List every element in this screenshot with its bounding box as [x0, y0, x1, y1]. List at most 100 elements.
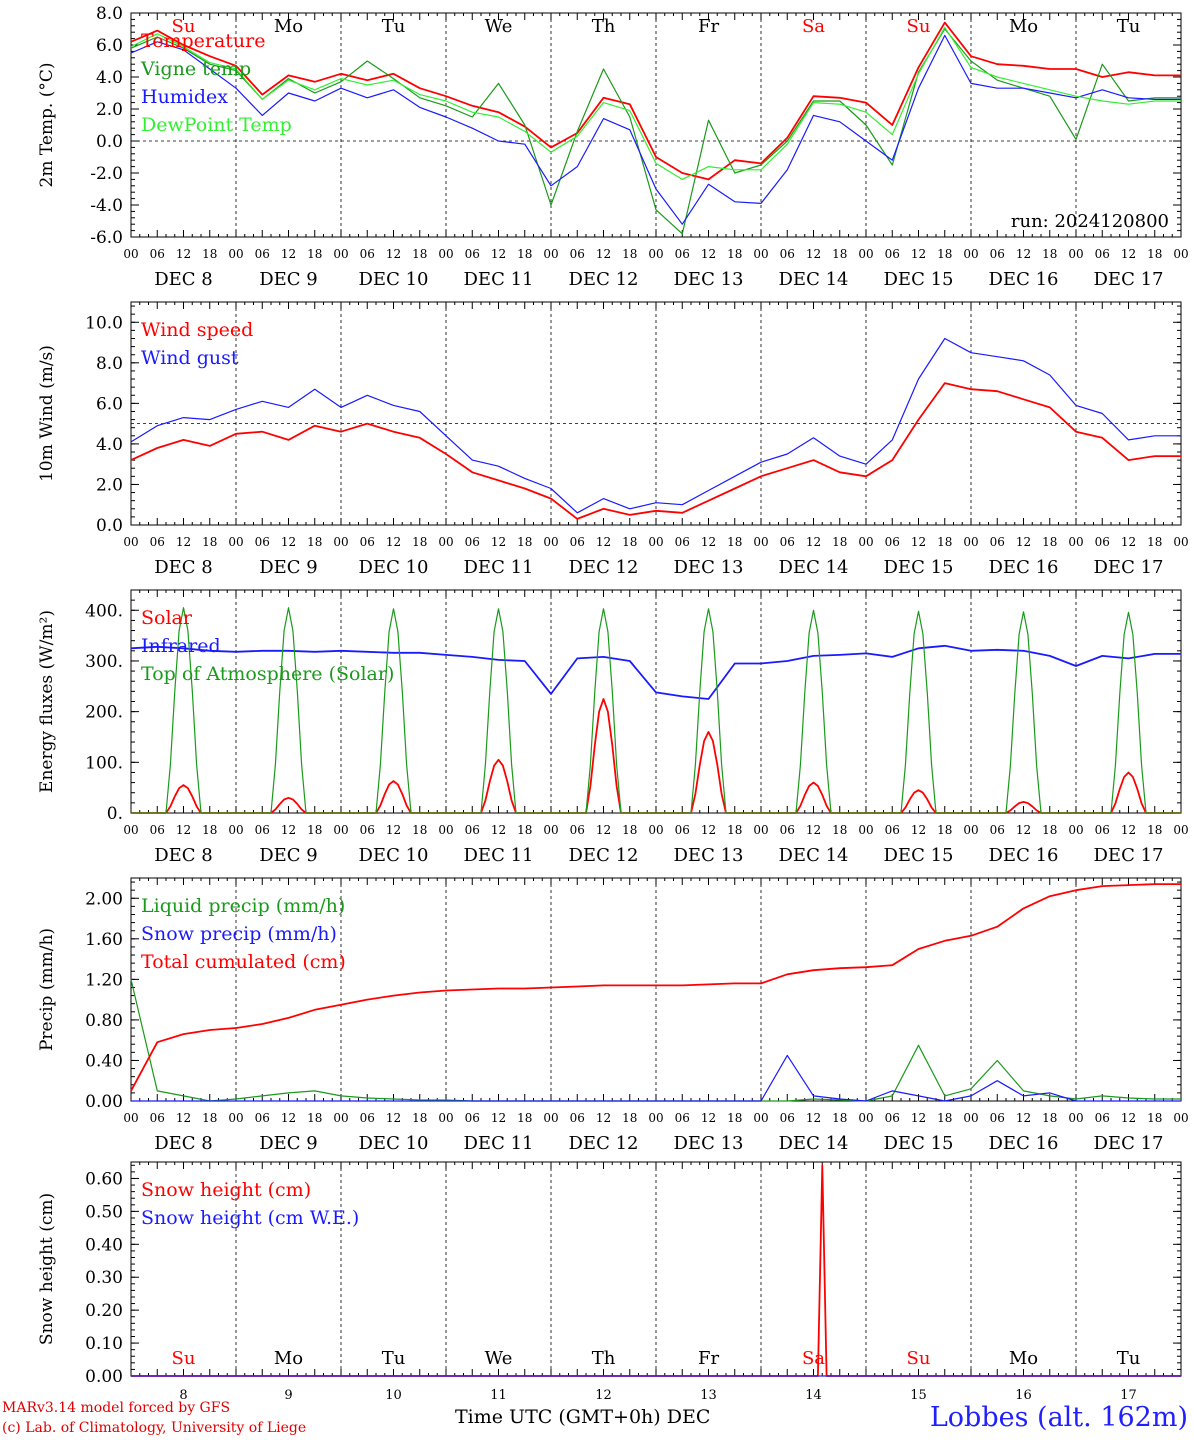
- date-label: DEC 14: [779, 269, 849, 290]
- hour-tick-label: 00: [753, 823, 768, 837]
- hour-tick-label: 00: [228, 1111, 243, 1125]
- y-tick-label: 2.0: [96, 100, 123, 120]
- weekday-label: We: [485, 16, 513, 37]
- weekday-label: Th: [592, 1348, 616, 1369]
- hour-tick-label: 06: [675, 247, 690, 261]
- hour-tick-label: 12: [281, 823, 296, 837]
- date-label: DEC 16: [989, 845, 1059, 866]
- hour-tick-label: 18: [412, 823, 427, 837]
- hour-tick-label: 18: [727, 1111, 742, 1125]
- y-tick-label: 6.0: [96, 394, 123, 414]
- legend-entry: Top of Atmosphere (Solar): [141, 663, 394, 685]
- hour-tick-label: 06: [780, 1111, 795, 1125]
- hour-tick-label: 00: [963, 535, 978, 549]
- panel-1: [130, 12, 1182, 238]
- hour-tick-label: 00: [543, 535, 558, 549]
- hour-tick-label: 00: [228, 247, 243, 261]
- hour-tick-label: 18: [937, 247, 952, 261]
- hour-tick-label: 06: [990, 535, 1005, 549]
- hour-tick-label: 18: [1042, 1111, 1057, 1125]
- hour-tick-label: 06: [465, 823, 480, 837]
- weekday-label: Su: [907, 1348, 931, 1369]
- hour-tick-label: 00: [1173, 1111, 1188, 1125]
- date-label: DEC 10: [359, 1133, 429, 1154]
- hour-tick-label: 00: [123, 1111, 138, 1125]
- legend-entry: DewPoint Temp: [141, 114, 292, 136]
- y-tick-label: 0.50: [85, 1202, 123, 1222]
- panel-5: [130, 1161, 1182, 1377]
- date-label: DEC 15: [884, 845, 954, 866]
- date-label: DEC 10: [359, 557, 429, 578]
- weekday-label: Mo: [1009, 1348, 1038, 1369]
- date-label: DEC 12: [569, 269, 639, 290]
- hour-tick-label: 12: [911, 535, 926, 549]
- hour-tick-label: 06: [360, 1111, 375, 1125]
- hour-tick-label: 18: [937, 823, 952, 837]
- hour-tick-label: 12: [1121, 535, 1136, 549]
- hour-tick-label: 06: [675, 823, 690, 837]
- hour-tick-label: 06: [780, 247, 795, 261]
- hour-tick-label: 18: [622, 535, 637, 549]
- hour-tick-label: 00: [963, 247, 978, 261]
- y-tick-label: -4.0: [90, 196, 123, 216]
- hour-tick-label: 12: [176, 1111, 191, 1125]
- hour-tick-label: 12: [386, 1111, 401, 1125]
- hour-tick-label: 18: [1042, 247, 1057, 261]
- hour-tick-label: 00: [648, 247, 663, 261]
- hour-tick-label: 06: [150, 535, 165, 549]
- series-line-blue: [130, 337, 1181, 514]
- hour-tick-label: 00: [648, 823, 663, 837]
- hour-tick-label: 18: [727, 535, 742, 549]
- date-label: DEC 15: [884, 269, 954, 290]
- hour-tick-label: 00: [753, 247, 768, 261]
- legend-entry: Temperature: [141, 30, 265, 52]
- y-axis-label: 2m Temp. (°C): [37, 62, 57, 187]
- hour-tick-label: 00: [648, 1111, 663, 1125]
- weekday-label: Tu: [382, 1348, 406, 1369]
- hour-tick-label: 00: [438, 535, 453, 549]
- hour-tick-label: 18: [1147, 247, 1162, 261]
- date-number: 15: [910, 1388, 927, 1403]
- hour-tick-label: 12: [1016, 247, 1031, 261]
- hour-tick-label: 12: [1016, 823, 1031, 837]
- hour-tick-label: 12: [386, 535, 401, 549]
- hour-tick-label: 00: [1068, 823, 1083, 837]
- date-number: 9: [284, 1388, 292, 1403]
- hour-tick-label: 06: [990, 1111, 1005, 1125]
- series-line-red: [130, 382, 1181, 520]
- date-label: DEC 9: [259, 269, 318, 290]
- hour-tick-label: 00: [438, 247, 453, 261]
- hour-tick-label: 06: [150, 1111, 165, 1125]
- hour-tick-label: 06: [255, 535, 270, 549]
- hour-tick-label: 00: [858, 823, 873, 837]
- hour-tick-label: 12: [1016, 1111, 1031, 1125]
- date-label: DEC 10: [359, 269, 429, 290]
- y-tick-label: 100.: [85, 753, 123, 773]
- hour-tick-label: 12: [176, 823, 191, 837]
- series-line-red: [130, 883, 1181, 1092]
- hour-tick-label: 00: [333, 1111, 348, 1125]
- hour-tick-label: 06: [150, 823, 165, 837]
- hour-tick-label: 12: [1121, 823, 1136, 837]
- hour-tick-label: 06: [780, 535, 795, 549]
- y-axis-label: Snow height (cm): [37, 1193, 57, 1345]
- hour-tick-label: 06: [1095, 1111, 1110, 1125]
- date-label: DEC 12: [569, 1133, 639, 1154]
- y-tick-label: 1.20: [85, 970, 123, 990]
- hour-tick-label: 06: [465, 535, 480, 549]
- y-tick-label: 8.0: [96, 354, 123, 374]
- hour-tick-label: 06: [465, 1111, 480, 1125]
- hour-tick-label: 06: [255, 823, 270, 837]
- date-number: 17: [1120, 1388, 1137, 1403]
- hour-tick-label: 12: [701, 1111, 716, 1125]
- hour-tick-label: 00: [753, 535, 768, 549]
- hour-tick-label: 12: [491, 535, 506, 549]
- y-tick-label: -6.0: [90, 228, 123, 248]
- hour-tick-label: 18: [622, 247, 637, 261]
- hour-tick-label: 00: [123, 535, 138, 549]
- y-axis-label: Energy fluxes (W/m²): [37, 610, 57, 793]
- hour-tick-label: 00: [858, 247, 873, 261]
- hour-tick-label: 00: [1068, 247, 1083, 261]
- y-tick-label: 0.60: [85, 1169, 123, 1189]
- time-axis-label: Time UTC (GMT+0h) DEC: [455, 1406, 711, 1428]
